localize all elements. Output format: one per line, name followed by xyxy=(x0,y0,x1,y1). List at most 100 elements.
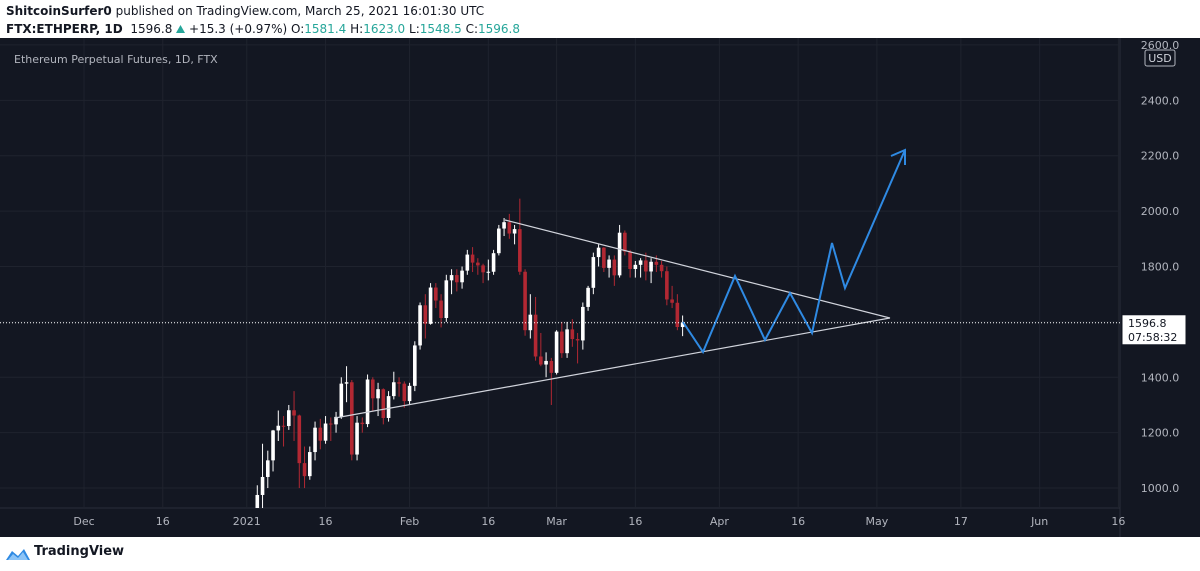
y-tick-label: 2600.0 xyxy=(1141,39,1180,52)
projection-path xyxy=(682,149,906,355)
candles xyxy=(255,198,685,508)
candle-body xyxy=(255,494,260,508)
candle-body xyxy=(307,452,312,477)
footer-brand: TradingView xyxy=(34,544,125,559)
ohlc-key: C: xyxy=(465,22,478,36)
candle-body xyxy=(371,379,375,399)
price-tag xyxy=(1121,314,1187,346)
ohlc: O:1581.4 H:1623.0 L:1548.5 C:1596.8 xyxy=(291,22,520,36)
up-arrow xyxy=(176,25,186,33)
candle-body xyxy=(581,306,585,341)
candle-body xyxy=(491,253,496,272)
candle-body xyxy=(565,329,569,354)
currency: USD xyxy=(1148,52,1172,65)
x-tick-label: Jun xyxy=(1030,515,1048,528)
candle-body xyxy=(507,222,512,234)
candle-body xyxy=(680,322,685,328)
drawings xyxy=(334,148,906,419)
candle-body xyxy=(334,416,338,425)
candle-body xyxy=(659,264,664,272)
candle-body xyxy=(365,379,370,425)
ohlc-value: 1596.8 xyxy=(478,22,520,36)
y-tick-label: 2200.0 xyxy=(1141,150,1180,163)
change: +15.3 (+0.97%) xyxy=(189,22,288,36)
ohlc-value: 1581.4 xyxy=(304,22,347,36)
candle-body xyxy=(549,360,554,373)
candle-body xyxy=(407,385,412,402)
ohlc-key: L: xyxy=(409,22,420,36)
candle-body xyxy=(386,396,391,418)
candle-body xyxy=(560,331,564,354)
x-tick-label: May xyxy=(866,515,889,528)
ohlc-value: 1623.0 xyxy=(363,22,406,36)
price-tag-value: 1596.8 xyxy=(1128,317,1167,330)
candle-body xyxy=(670,299,674,303)
candle-body xyxy=(344,382,349,384)
candle-body xyxy=(302,463,307,477)
candle-body xyxy=(649,261,653,272)
x-tick-label: 17 xyxy=(954,515,968,528)
candle-body xyxy=(423,305,428,324)
candle-body xyxy=(602,247,606,268)
x-tick-label: 16 xyxy=(628,515,642,528)
candle-body xyxy=(260,476,265,495)
currency-box[interactable] xyxy=(1144,49,1176,67)
candle-body xyxy=(323,423,328,441)
candle-body xyxy=(281,425,286,427)
candle-body xyxy=(539,356,543,365)
candle-body xyxy=(439,300,443,319)
y-tick-label: 2000.0 xyxy=(1141,205,1180,218)
candle-body xyxy=(486,271,491,273)
y-tick-label: 2400.0 xyxy=(1141,94,1180,107)
x-tick-label: 2021 xyxy=(233,515,261,528)
candle-body xyxy=(654,261,659,265)
x-tick-label: Mar xyxy=(546,515,567,528)
candle-body xyxy=(381,389,386,418)
candle-body xyxy=(644,260,648,272)
candle-body xyxy=(455,275,459,283)
candle-body xyxy=(444,280,449,319)
last-price: 1596.8 xyxy=(130,22,173,36)
candle-body xyxy=(481,265,485,273)
candle-body xyxy=(350,382,354,455)
candle-body xyxy=(623,232,627,252)
candle-body xyxy=(633,264,638,269)
candle-body xyxy=(413,345,417,386)
published: published on TradingView.com, March 25, … xyxy=(115,4,485,18)
candle-body xyxy=(528,314,533,331)
candle-body xyxy=(397,382,401,384)
candle-body xyxy=(596,247,601,258)
candle-body xyxy=(292,410,296,416)
candle-body xyxy=(465,254,470,271)
header: ShitcoinSurfer0 published on TradingView… xyxy=(6,2,520,38)
candle-body xyxy=(570,329,575,340)
candle-body xyxy=(434,287,438,301)
candle-body xyxy=(638,260,643,265)
candle-body xyxy=(265,460,270,477)
candle-body xyxy=(297,415,302,464)
candle-body xyxy=(512,229,517,234)
candle-body xyxy=(449,275,454,281)
y-tick-label: 1200.0 xyxy=(1141,427,1180,440)
trend-line xyxy=(334,317,891,419)
trend-line xyxy=(504,219,891,319)
candle-body xyxy=(271,430,275,461)
author: ShitcoinSurfer0 xyxy=(6,4,112,18)
x-tick-label: 16 xyxy=(791,515,805,528)
footer-logo xyxy=(6,549,30,560)
candle-body xyxy=(518,229,522,272)
candle-body xyxy=(523,271,527,331)
candle-body xyxy=(276,425,281,431)
candle-body xyxy=(607,259,611,268)
candle-body xyxy=(533,314,538,357)
x-tick-label: 16 xyxy=(481,515,495,528)
candle-body xyxy=(318,427,323,441)
candle-body xyxy=(392,382,396,397)
candle-body xyxy=(402,383,407,402)
candle-body xyxy=(313,427,317,453)
candle-body xyxy=(376,389,380,399)
candle-body xyxy=(575,339,580,341)
candle-body xyxy=(470,254,475,263)
candle-body xyxy=(428,287,433,324)
